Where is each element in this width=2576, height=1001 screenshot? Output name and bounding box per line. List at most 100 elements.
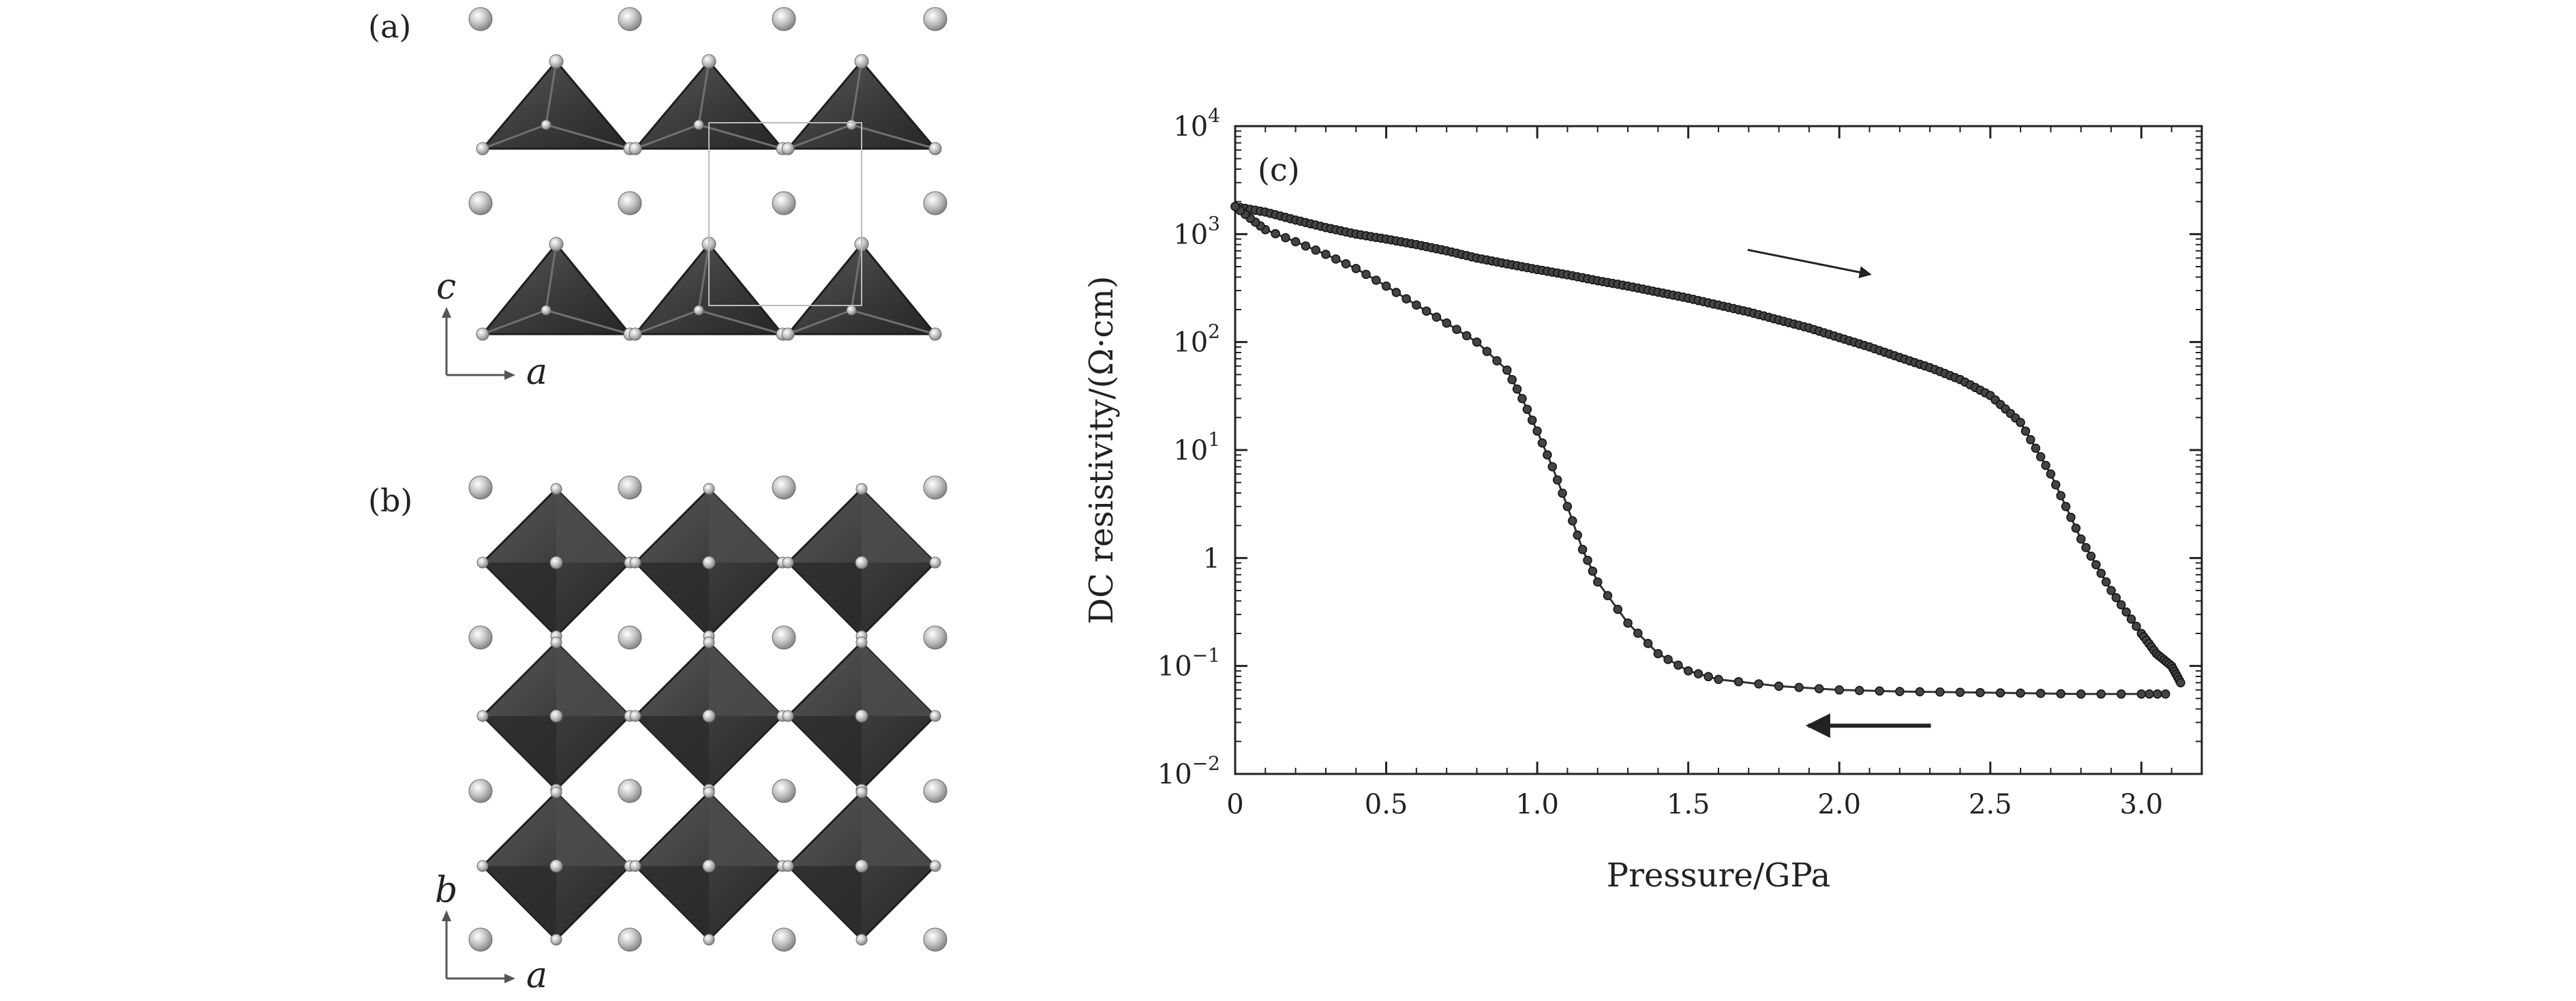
data-point xyxy=(1623,618,1633,628)
cation-atom xyxy=(618,625,642,650)
cation-atom xyxy=(923,779,948,803)
data-point xyxy=(1583,555,1592,565)
data-point xyxy=(1935,687,1945,697)
data-point xyxy=(2176,678,2185,687)
data-point xyxy=(1502,365,1512,375)
data-point xyxy=(1814,684,1824,693)
series-decreasing xyxy=(1230,202,2170,699)
data-point xyxy=(1482,346,1492,357)
data-point xyxy=(1794,683,1804,692)
data-point xyxy=(2117,689,2126,699)
data-point xyxy=(1703,672,1713,682)
data-point xyxy=(1955,687,1965,698)
y-tick-label: 103 xyxy=(1173,212,1220,250)
cation-atom xyxy=(468,475,493,500)
anion-atom xyxy=(476,327,489,341)
data-point xyxy=(1754,679,1763,689)
y-tick-label: 101 xyxy=(1173,428,1220,466)
data-point xyxy=(1442,318,1451,328)
data-point xyxy=(1461,331,1472,341)
anion-atom xyxy=(702,859,716,873)
anion-atom xyxy=(702,709,716,723)
data-point xyxy=(1975,687,1985,698)
cation-atom xyxy=(923,191,948,215)
anion-atom xyxy=(476,556,489,569)
data-point xyxy=(1351,264,1361,273)
panel-a-crystal-structure: (a) c a xyxy=(368,7,948,393)
data-point xyxy=(2132,621,2141,631)
cation-atom xyxy=(618,779,642,803)
cation-atom xyxy=(468,191,493,215)
panel-a-axes-indicator: c a xyxy=(436,267,547,393)
data-point xyxy=(2066,512,2076,522)
anion-atom xyxy=(629,710,641,722)
data-point xyxy=(2056,689,2065,699)
data-point xyxy=(2016,688,2025,698)
data-point xyxy=(1341,259,1351,269)
anion-atom xyxy=(703,483,715,495)
series-increasing xyxy=(1230,202,2185,687)
anion-atom xyxy=(550,483,562,495)
data-point xyxy=(1613,604,1623,614)
anion-atom xyxy=(550,786,562,798)
anion-atom xyxy=(549,556,563,569)
data-point xyxy=(2041,460,2050,470)
data-point xyxy=(1230,202,1240,211)
data-point xyxy=(2061,502,2071,511)
data-point xyxy=(2145,689,2154,699)
anion-atom xyxy=(782,556,794,569)
cation-atom xyxy=(468,7,493,31)
data-point xyxy=(2035,689,2046,698)
cation-atom xyxy=(772,927,796,952)
x-axis-ticks: 0 0.5 1.0 1.5 2.0 2.5 3.0 xyxy=(1226,126,2172,820)
anion-atom xyxy=(628,327,642,341)
cation-atom xyxy=(468,779,493,803)
data-point xyxy=(1472,337,1482,347)
anion-atom xyxy=(846,119,857,130)
data-point xyxy=(1547,462,1558,472)
y-tick-label: 10−1 xyxy=(1157,644,1220,683)
data-point xyxy=(1855,685,1864,696)
direction-arrows xyxy=(1747,248,1931,738)
anion-atom xyxy=(781,142,795,155)
data-point xyxy=(2026,435,2035,445)
x-axis-title: Pressure/GPa xyxy=(1607,856,1830,895)
panel-b-axes-indicator: b a xyxy=(435,870,547,996)
data-point xyxy=(1512,384,1522,394)
data-point xyxy=(2071,523,2081,533)
panel-a-label: (a) xyxy=(368,8,411,45)
anion-atom xyxy=(703,786,715,798)
panel-b-crystal-structure: (b) b a xyxy=(368,475,948,996)
data-point xyxy=(2031,443,2041,453)
cation-atom xyxy=(468,625,493,650)
anion-atom xyxy=(541,119,551,130)
anion-atom xyxy=(781,327,795,341)
data-point xyxy=(1603,591,1613,601)
cation-atom xyxy=(468,927,493,952)
cation-atom xyxy=(618,7,642,31)
data-point xyxy=(1683,666,1693,676)
data-point xyxy=(1522,404,1532,415)
panel-a-vertical-axis-letter: c xyxy=(436,267,456,308)
anion-atom xyxy=(628,142,642,155)
data-point xyxy=(2076,689,2086,699)
data-point xyxy=(2035,452,2046,462)
data-point xyxy=(2161,689,2170,699)
data-point xyxy=(1995,688,2005,698)
anion-atom xyxy=(476,710,489,722)
resistivity-chart: (c) 0 0.5 1.0 1.5 2.0 2.5 3.0 10−210−111011021… xyxy=(1082,104,2203,895)
cation-atom xyxy=(923,475,948,500)
data-point xyxy=(1271,228,1280,239)
data-point xyxy=(2153,689,2162,699)
cation-atom xyxy=(923,625,948,650)
y-axis-ticks: 10−2 10−1 1 101 102 103 104 xyxy=(1157,104,2202,790)
data-point xyxy=(1290,237,1301,247)
unit-cell-outline xyxy=(708,122,862,306)
anion-atom xyxy=(855,859,868,873)
anion-atom xyxy=(550,636,562,648)
chart-panel-label: (c) xyxy=(1258,151,1300,188)
data-point xyxy=(1834,685,1845,695)
data-point xyxy=(1452,325,1461,334)
anion-atom xyxy=(703,933,715,946)
panel-a-polyhedra xyxy=(468,7,948,341)
